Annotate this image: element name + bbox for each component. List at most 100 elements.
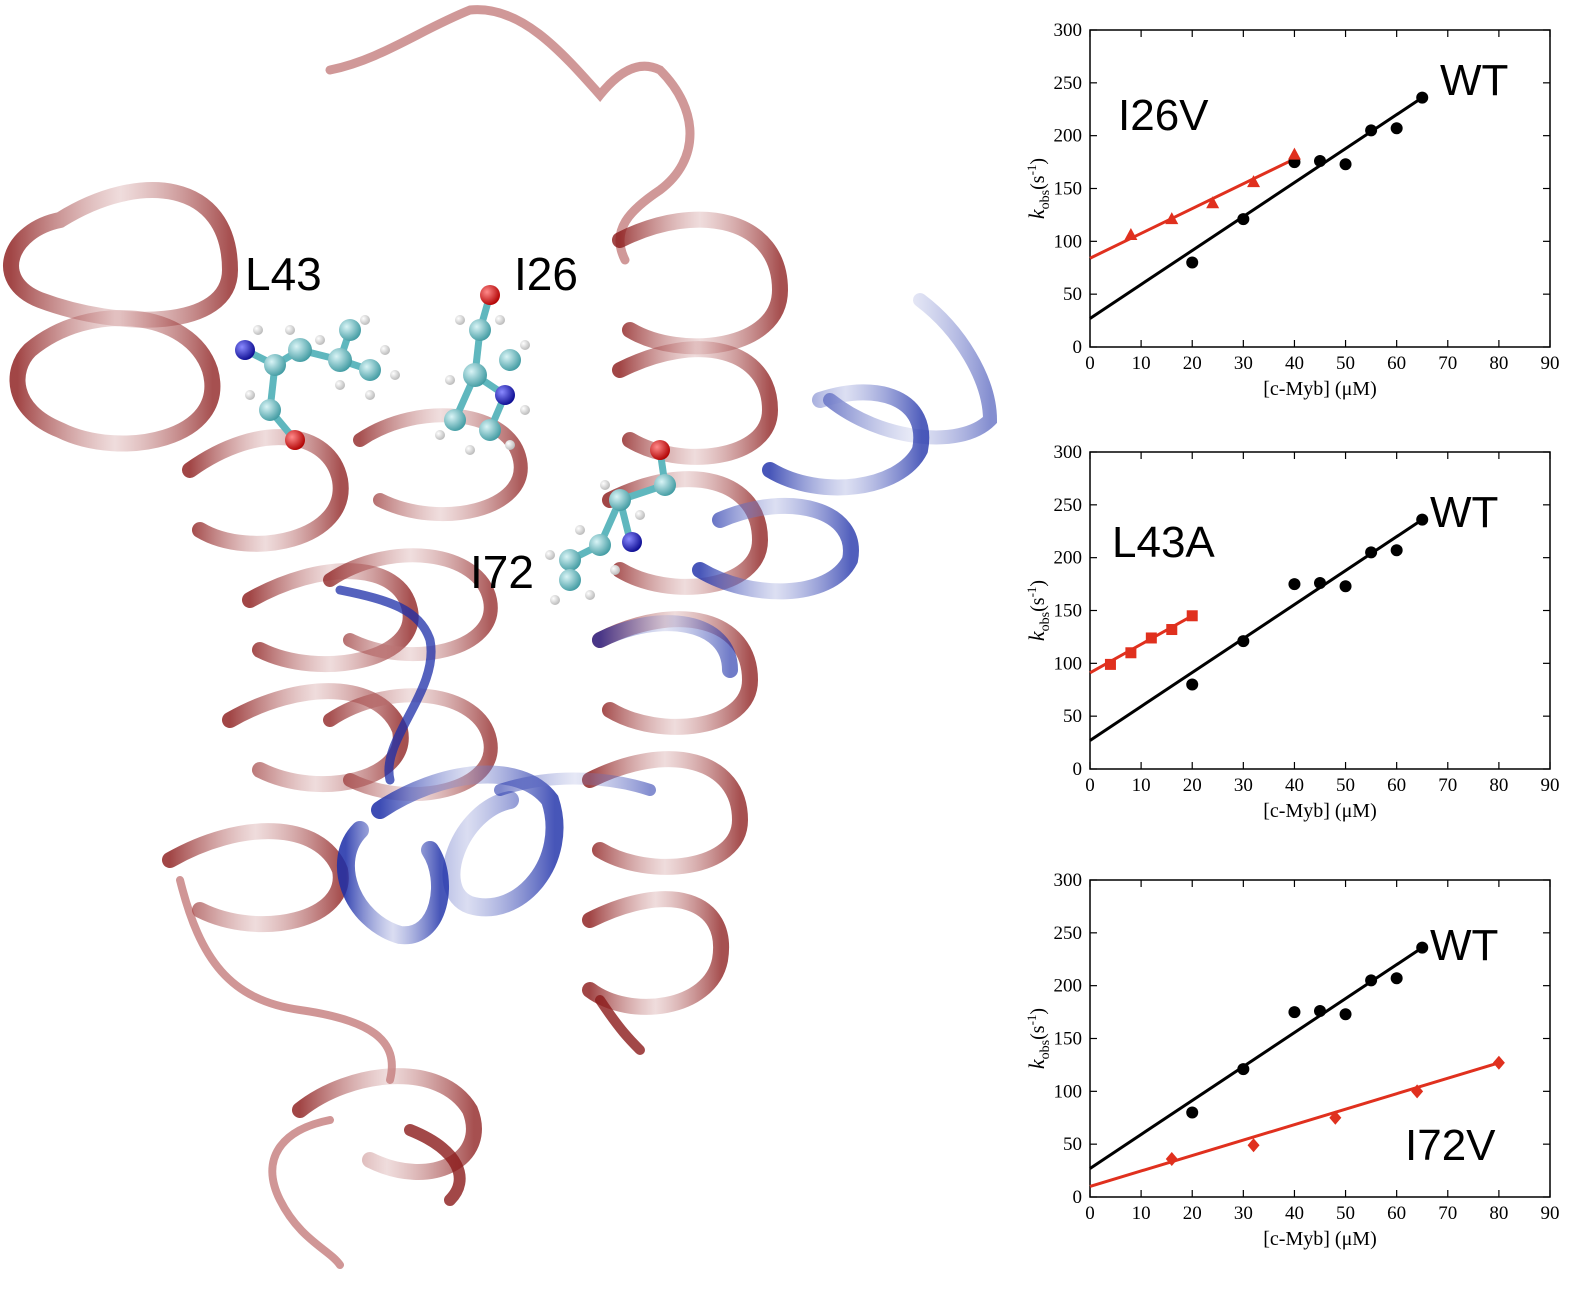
x-tick-label: 60 <box>1387 775 1406 796</box>
y-axis-label: kobs(s-1) <box>1024 580 1053 641</box>
data-point-series-1 <box>1247 175 1261 188</box>
x-axis-label: [c-Myb] (μM) <box>1263 1228 1376 1250</box>
y-axis-label-unit: (s <box>1027 175 1049 190</box>
y-axis-label-exp: -1 <box>1024 1015 1039 1026</box>
y-tick-label: 250 <box>1054 495 1083 516</box>
x-tick-label: 10 <box>1132 353 1151 374</box>
x-tick-label: 90 <box>1541 775 1560 796</box>
x-tick-label: 40 <box>1285 1203 1304 1224</box>
ribbon-top-loop <box>325 5 695 265</box>
protein-structure-render: L43 I26 I72 <box>3 5 998 1269</box>
x-tick-label: 70 <box>1438 1203 1457 1224</box>
svg-text:kobs(s-1): kobs(s-1) <box>1024 580 1053 641</box>
y-tick-label: 200 <box>1054 126 1083 147</box>
data-point-series-1 <box>1329 1110 1342 1125</box>
y-axis-label-close: ) <box>1027 1008 1049 1015</box>
residue-i26-model <box>435 285 530 455</box>
y-tick-label: 200 <box>1054 976 1083 997</box>
residue-label-l43: L43 <box>245 248 322 300</box>
data-point-series-0 <box>1288 578 1301 591</box>
data-point-series-0 <box>1365 974 1378 987</box>
wt-label: WT <box>1430 488 1498 537</box>
data-point-series-0 <box>1314 155 1326 168</box>
y-axis-label-main: k <box>1024 1058 1049 1069</box>
y-axis-label: kobs(s-1) <box>1024 1008 1053 1069</box>
data-point-series-1 <box>1166 624 1178 636</box>
y-axis-label-main: k <box>1024 630 1049 641</box>
y-axis-label-unit: (s <box>1027 597 1049 612</box>
x-tick-label: 0 <box>1085 353 1095 374</box>
data-point-series-1 <box>1125 647 1137 659</box>
chart-panel-i72v: 0 10 20 30 40 50 60 70 80 90 0 50 100 150 200 250 300 [c-… <box>1020 860 1575 1290</box>
ribbon-center-helix <box>323 408 528 802</box>
x-tick-label: 50 <box>1336 1203 1355 1224</box>
wt-label: WT <box>1440 56 1508 105</box>
data-point-series-0 <box>1237 213 1250 226</box>
wt-label: WT <box>1430 921 1498 970</box>
residue-label-i72: I72 <box>470 546 534 598</box>
x-tick-label: 20 <box>1183 775 1202 796</box>
data-point-series-1 <box>1247 1138 1260 1153</box>
x-tick-label: 60 <box>1387 1203 1406 1224</box>
mutant-label: L43A <box>1112 518 1215 567</box>
data-point-series-0 <box>1416 941 1429 954</box>
data-point-series-0 <box>1186 1106 1199 1119</box>
y-tick-label: 300 <box>1054 442 1083 463</box>
data-point-series-1 <box>1411 1084 1424 1099</box>
y-tick-label: 0 <box>1073 337 1083 358</box>
y-axis-label-close: ) <box>1027 158 1049 165</box>
y-axis-label-sub: obs <box>1038 190 1053 209</box>
x-tick-label: 30 <box>1234 775 1253 796</box>
data-point-series-0 <box>1237 1063 1250 1076</box>
data-point-series-0 <box>1390 122 1403 135</box>
data-point-series-0 <box>1339 580 1352 593</box>
data-point-series-1 <box>1492 1055 1505 1070</box>
y-tick-label: 100 <box>1054 231 1083 252</box>
y-tick-label: 250 <box>1054 73 1083 94</box>
data-point-series-0 <box>1339 158 1352 171</box>
x-tick-label: 30 <box>1234 353 1253 374</box>
chart-i72v: 0 10 20 30 40 50 60 70 80 90 0 50 100 150 200 250 300 [c-… <box>1024 870 1560 1250</box>
y-tick-label: 50 <box>1063 1134 1082 1155</box>
y-tick-label: 0 <box>1073 1187 1083 1208</box>
x-tick-label: 30 <box>1234 1203 1253 1224</box>
y-axis-label-sub: obs <box>1038 612 1053 631</box>
fit-line-series-1 <box>1089 1061 1500 1188</box>
data-point-series-1 <box>1124 227 1138 240</box>
x-tick-label: 20 <box>1183 353 1202 374</box>
y-axis-label-unit: (s <box>1027 1025 1049 1040</box>
data-point-series-0 <box>1314 577 1326 590</box>
y-axis-label-sub: obs <box>1038 1040 1053 1059</box>
data-point-series-1 <box>1287 147 1301 160</box>
y-axis-label-main: k <box>1024 208 1049 219</box>
x-tick-label: 90 <box>1541 353 1560 374</box>
data-point-series-0 <box>1339 1008 1352 1021</box>
fit-line-series-1 <box>1089 157 1296 260</box>
data-point-series-0 <box>1186 256 1199 269</box>
data-point-series-0 <box>1237 635 1250 648</box>
svg-text:kobs(s-1): kobs(s-1) <box>1024 158 1053 219</box>
ribbon-blue-helix <box>335 293 998 945</box>
ribbon-left-helix <box>3 182 419 933</box>
x-axis-label: [c-Myb] (μM) <box>1263 378 1376 400</box>
x-tick-label: 40 <box>1285 353 1304 374</box>
y-tick-label: 0 <box>1073 759 1083 780</box>
y-tick-label: 50 <box>1063 284 1082 305</box>
data-point-series-0 <box>1365 546 1378 559</box>
y-axis-label-exp: -1 <box>1024 165 1039 176</box>
y-tick-label: 250 <box>1054 923 1083 944</box>
data-point-series-1 <box>1165 212 1179 225</box>
x-tick-label: 60 <box>1387 353 1406 374</box>
x-tick-label: 50 <box>1336 353 1355 374</box>
x-tick-label: 80 <box>1489 353 1508 374</box>
data-point-series-0 <box>1390 544 1403 557</box>
data-point-series-0 <box>1416 91 1429 104</box>
data-point-series-0 <box>1390 972 1403 985</box>
residue-label-i26: I26 <box>514 248 578 300</box>
y-tick-label: 300 <box>1054 20 1083 41</box>
data-point-series-1 <box>1206 196 1220 209</box>
x-tick-label: 80 <box>1489 775 1508 796</box>
x-tick-label: 70 <box>1438 775 1457 796</box>
x-tick-label: 0 <box>1085 1203 1095 1224</box>
x-tick-label: 40 <box>1285 775 1304 796</box>
